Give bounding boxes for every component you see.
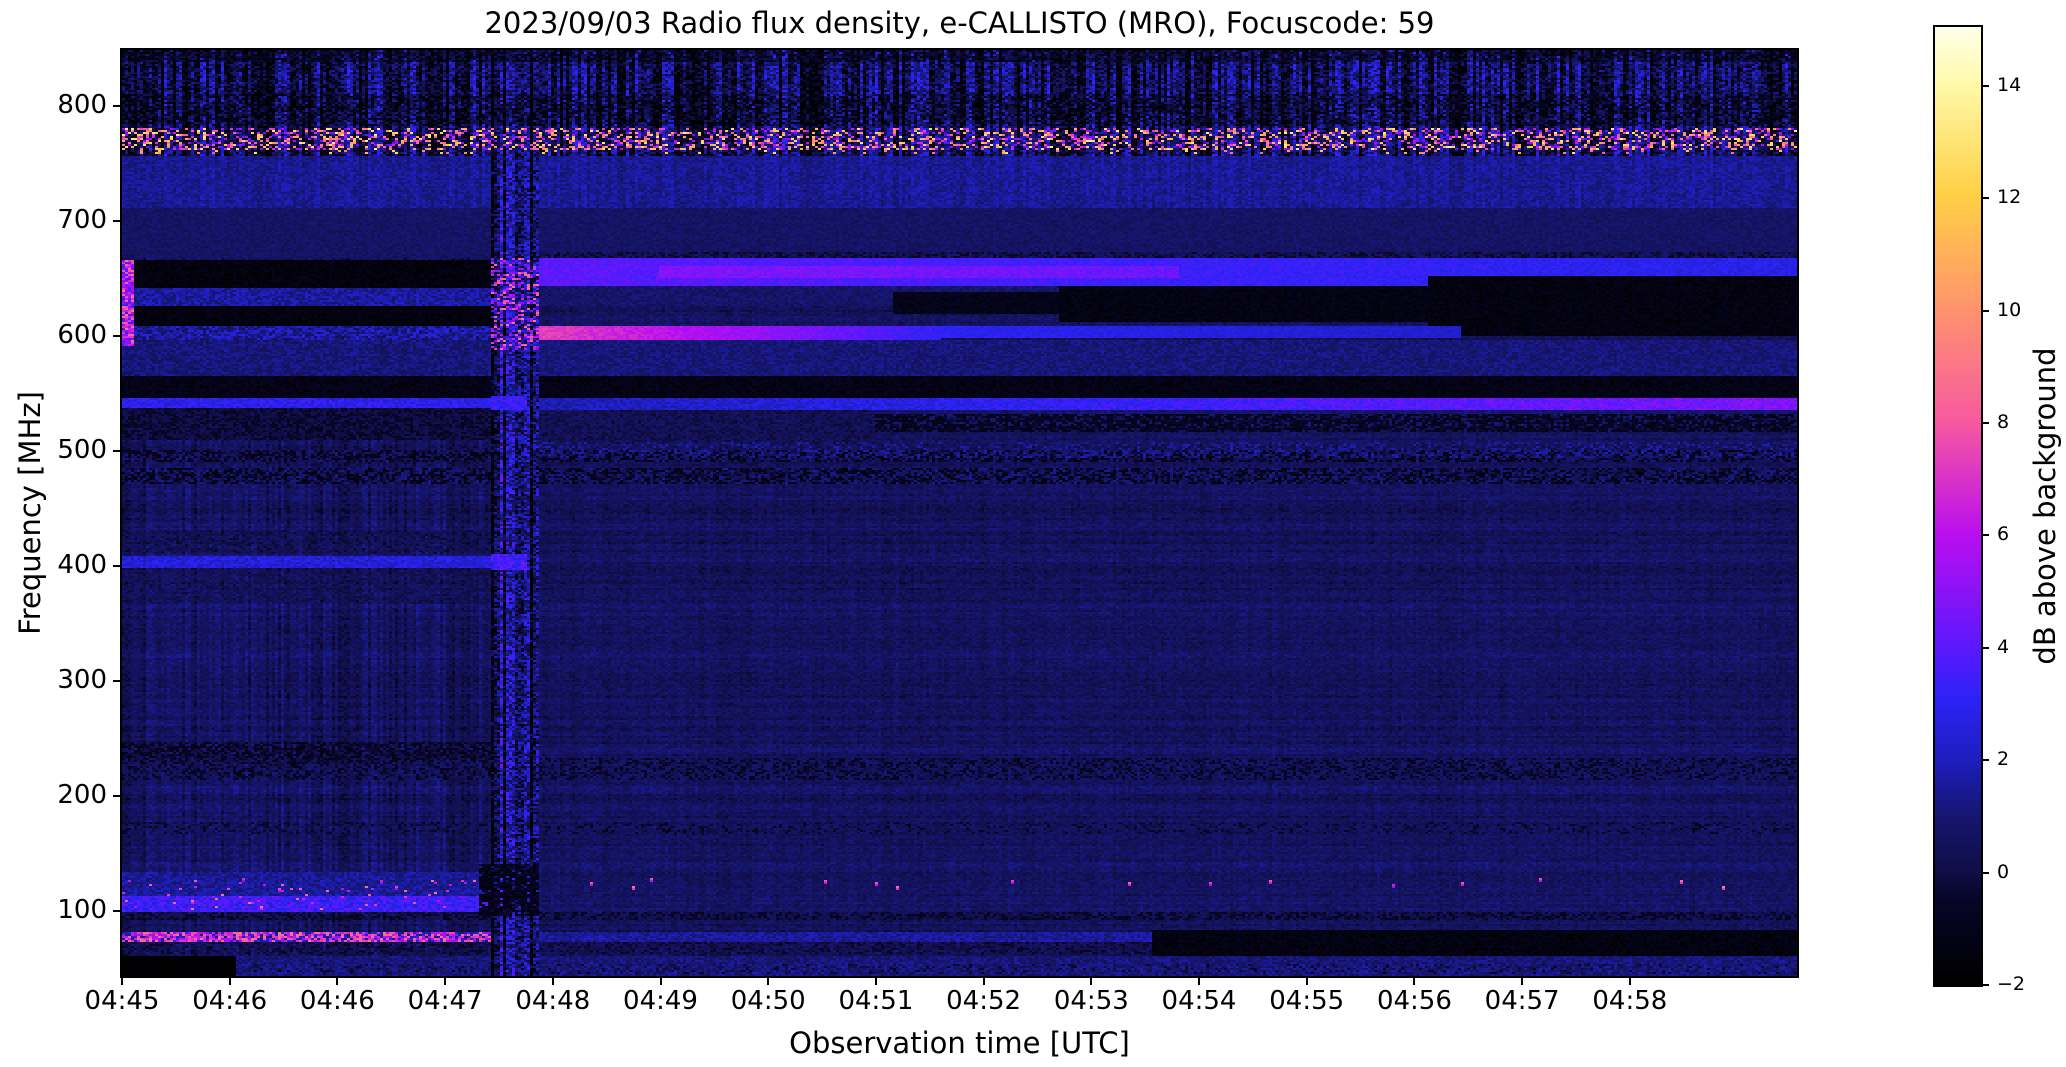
y-tick-mark	[113, 449, 122, 452]
colorbar-tick-mark	[1981, 309, 1989, 312]
x-tick-label: 04:46	[192, 986, 268, 1016]
y-tick-label: 500	[57, 434, 107, 465]
x-tick-mark	[551, 976, 554, 985]
spectrogram-heatmap	[122, 50, 1797, 976]
x-tick-mark	[121, 976, 123, 985]
colorbar-tick-label: 14	[1997, 73, 2022, 96]
x-tick-mark	[982, 976, 985, 985]
x-tick-label: 04:56	[1376, 986, 1452, 1016]
colorbar-tick-label: −2	[1997, 973, 2026, 995]
y-tick-mark	[113, 335, 122, 338]
colorbar-tick-mark	[1981, 984, 1989, 986]
x-tick-mark	[1628, 976, 1631, 985]
x-tick-mark	[767, 976, 770, 985]
x-tick-mark	[1198, 976, 1201, 985]
y-tick-mark	[113, 679, 122, 682]
colorbar-tick-mark	[1981, 871, 1989, 874]
colorbar-tick-label: 10	[1997, 298, 2022, 321]
y-tick-mark	[113, 105, 122, 108]
colorbar-tick-label: 6	[1997, 523, 2010, 546]
x-tick-label: 04:47	[407, 986, 483, 1016]
colorbar-tick-mark	[1981, 534, 1989, 537]
x-tick-mark	[444, 976, 447, 985]
colorbar-tick-label: 4	[1997, 635, 2010, 658]
x-tick-mark	[1413, 976, 1416, 985]
y-tick-mark	[113, 564, 122, 567]
x-axis-label: Observation time [UTC]	[789, 1026, 1130, 1060]
x-tick-label: 04:45	[84, 986, 160, 1016]
x-tick-mark	[336, 976, 339, 985]
colorbar-label: dB above background	[2028, 347, 2062, 665]
x-tick-label: 04:54	[1161, 986, 1237, 1016]
x-tick-mark	[874, 976, 877, 985]
colorbar-tick-mark	[1981, 84, 1989, 87]
x-tick-label: 04:57	[1484, 986, 1560, 1016]
x-tick-label: 04:50	[730, 986, 806, 1016]
x-tick-mark	[228, 976, 231, 985]
y-tick-label: 300	[57, 664, 107, 695]
y-tick-mark	[113, 794, 122, 797]
colorbar	[1933, 25, 1983, 987]
colorbar-tick-mark	[1981, 422, 1989, 425]
colorbar-tick-label: 8	[1997, 411, 2010, 434]
colorbar-tick-label: 2	[1997, 748, 2010, 771]
colorbar-gradient	[1935, 27, 1981, 985]
x-tick-label: 04:46	[299, 986, 375, 1016]
x-tick-label: 04:48	[515, 986, 591, 1016]
y-tick-label: 400	[57, 549, 107, 580]
x-tick-mark	[1090, 976, 1093, 985]
y-tick-label: 100	[57, 894, 107, 925]
x-tick-label: 04:52	[946, 986, 1022, 1016]
y-tick-label: 200	[57, 779, 107, 810]
x-tick-mark	[659, 976, 662, 985]
y-tick-mark	[113, 220, 122, 223]
chart-title: 2023/09/03 Radio flux density, e-CALLIST…	[484, 6, 1435, 40]
x-tick-label: 04:51	[838, 986, 914, 1016]
colorbar-tick-mark	[1981, 197, 1989, 200]
colorbar-tick-mark	[1981, 759, 1989, 762]
x-tick-label: 04:55	[1269, 986, 1345, 1016]
y-tick-mark	[113, 909, 122, 912]
colorbar-tick-label: 12	[1997, 186, 2022, 209]
y-tick-label: 600	[57, 320, 107, 351]
y-tick-label: 700	[57, 205, 107, 236]
colorbar-tick-label: 0	[1997, 860, 2010, 883]
x-tick-label: 04:58	[1592, 986, 1668, 1016]
colorbar-tick-mark	[1981, 646, 1989, 649]
x-tick-label: 04:53	[1053, 986, 1129, 1016]
y-tick-label: 800	[57, 90, 107, 121]
y-axis-label: Frequency [MHz]	[13, 391, 47, 635]
x-tick-mark	[1521, 976, 1524, 985]
plot-area	[120, 48, 1799, 978]
x-tick-mark	[1305, 976, 1308, 985]
x-tick-label: 04:49	[623, 986, 698, 1016]
